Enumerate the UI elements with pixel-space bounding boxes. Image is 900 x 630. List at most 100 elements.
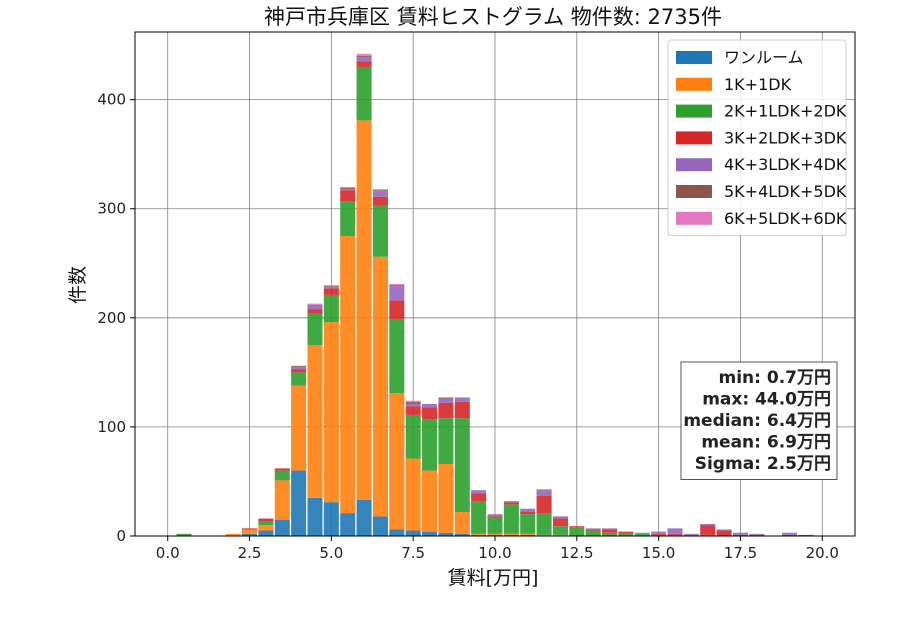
bar-segment-series-5	[323, 286, 339, 288]
y-tick-label: 100	[97, 418, 126, 436]
bar-segment-series-4	[683, 533, 699, 535]
bar-segment-series-6	[405, 400, 421, 402]
stats-line: mean: 6.9万円	[701, 433, 831, 453]
bar-segment-series-4	[323, 287, 339, 289]
bar-segment-series-2	[340, 201, 356, 236]
bar-segment-series-2	[667, 534, 683, 536]
bar-segment-series-3	[520, 512, 536, 515]
x-axis-title: 賃料[万円]	[448, 567, 539, 589]
bar-segment-series-3	[438, 402, 454, 419]
legend: ワンルーム 1K+1DK 2K+1LDK+2DK 3K+2LDK+3DK 4K+3LDK…	[667, 39, 847, 237]
bar-segment-series-1	[389, 393, 405, 530]
bar-segment-series-4	[340, 189, 356, 191]
bar-segment-series-0	[422, 531, 438, 536]
bar-segment-series-3	[389, 300, 405, 319]
y-tick-label: 300	[97, 200, 126, 218]
bar-segment-series-2	[618, 533, 634, 536]
y-tick-label: 200	[97, 309, 126, 327]
bar-segment-series-3	[732, 534, 748, 536]
tick-labels: 0.0 2.5 5.0 7.5 10.0 12.5 15.0 17.5 20.0 0 100 200 3…	[97, 91, 839, 562]
legend-label: 2K+1LDK+2DK	[724, 102, 847, 121]
bars-group	[176, 53, 814, 536]
bar-segment-series-2	[454, 418, 470, 512]
bar-segment-series-2	[438, 418, 454, 464]
bar-segment-series-0	[454, 533, 470, 536]
bar-segment-series-3	[602, 529, 618, 533]
x-tick-label: 17.5	[724, 544, 757, 562]
bar-segment-series-0	[520, 534, 536, 536]
bar-segment-series-3	[356, 61, 372, 67]
bar-segment-series-1	[323, 322, 339, 503]
bar-segment-series-5	[356, 56, 372, 58]
bar-segment-series-1	[307, 345, 323, 498]
bar-segment-series-4	[389, 286, 405, 301]
bar-segment-series-2	[536, 513, 552, 535]
bar-segment-series-1	[291, 385, 307, 471]
bar-segment-series-0	[307, 497, 323, 536]
bar-segment-series-1	[536, 534, 552, 536]
bar-segment-series-3	[471, 493, 487, 502]
legend-label: 4K+3LDK+4DK	[724, 155, 847, 174]
bar-segment-series-5	[438, 397, 454, 399]
bar-segment-series-6	[340, 186, 356, 188]
bar-segment-series-3	[307, 309, 323, 314]
bar-segment-series-4	[732, 532, 748, 535]
bar-segment-series-0	[471, 534, 487, 536]
bar-segment-series-4	[291, 366, 307, 370]
bar-segment-series-1	[471, 533, 487, 535]
bar-segment-series-6	[389, 284, 405, 286]
x-tick-label: 2.5	[238, 544, 262, 562]
bar-segment-series-1	[274, 480, 290, 520]
x-tick-label: 10.0	[478, 544, 511, 562]
bar-segment-series-4	[520, 508, 536, 512]
bar-segment-series-2	[323, 294, 339, 323]
legend-swatch	[676, 51, 712, 64]
bar-segment-series-4	[536, 491, 552, 496]
bar-segment-series-3	[618, 531, 634, 534]
bar-segment-series-0	[372, 516, 388, 536]
bar-segment-series-2	[307, 313, 323, 346]
bar-segment-series-2	[569, 527, 585, 536]
bar-segment-series-4	[700, 524, 716, 526]
bar-segment-series-0	[438, 532, 454, 536]
bar-segment-series-4	[356, 57, 372, 62]
bar-segment-series-4	[307, 305, 323, 310]
bar-segment-series-3	[323, 288, 339, 295]
bar-segment-series-5	[372, 190, 388, 192]
x-tick-label: 0.0	[156, 544, 180, 562]
bar-segment-series-3	[422, 407, 438, 420]
legend-swatch	[676, 77, 712, 91]
bar-segment-series-2	[372, 205, 388, 257]
bar-segment-series-0	[340, 513, 356, 536]
stats-box-frame	[680, 361, 838, 480]
legend-swatch	[676, 185, 712, 198]
bar-segment-series-0	[242, 533, 258, 536]
x-tick-label: 20.0	[806, 544, 839, 562]
bar-segment-series-2	[552, 526, 568, 535]
bar-segment-series-4	[405, 404, 421, 407]
x-tick-label: 15.0	[642, 544, 675, 562]
bar-segment-series-4	[503, 501, 519, 503]
bar-segment-series-2	[602, 532, 618, 536]
bar-segment-series-2	[700, 534, 716, 536]
bar-segment-series-3	[258, 518, 274, 522]
bar-segment-series-3	[798, 534, 814, 536]
legend-swatch	[676, 211, 712, 225]
x-tick-label: 5.0	[319, 544, 343, 562]
bar-segment-series-3	[651, 533, 667, 535]
bar-segment-series-5	[405, 401, 421, 404]
bar-segment-series-2	[503, 504, 519, 534]
legend-swatch	[676, 131, 712, 145]
bar-segment-series-3	[372, 196, 388, 206]
bar-segment-series-0	[503, 534, 519, 536]
bar-segment-series-1	[454, 512, 470, 534]
bar-segment-series-1	[372, 256, 388, 517]
y-tick-label: 0	[116, 527, 126, 545]
bar-segment-series-2	[520, 514, 536, 534]
bar-segment-series-3	[552, 518, 568, 527]
bar-segment-series-3	[454, 401, 470, 419]
bar-segment-series-1	[225, 533, 241, 536]
bar-segment-series-2	[487, 517, 503, 534]
bar-segment-series-4	[716, 529, 732, 531]
bar-segment-series-2	[389, 318, 405, 394]
